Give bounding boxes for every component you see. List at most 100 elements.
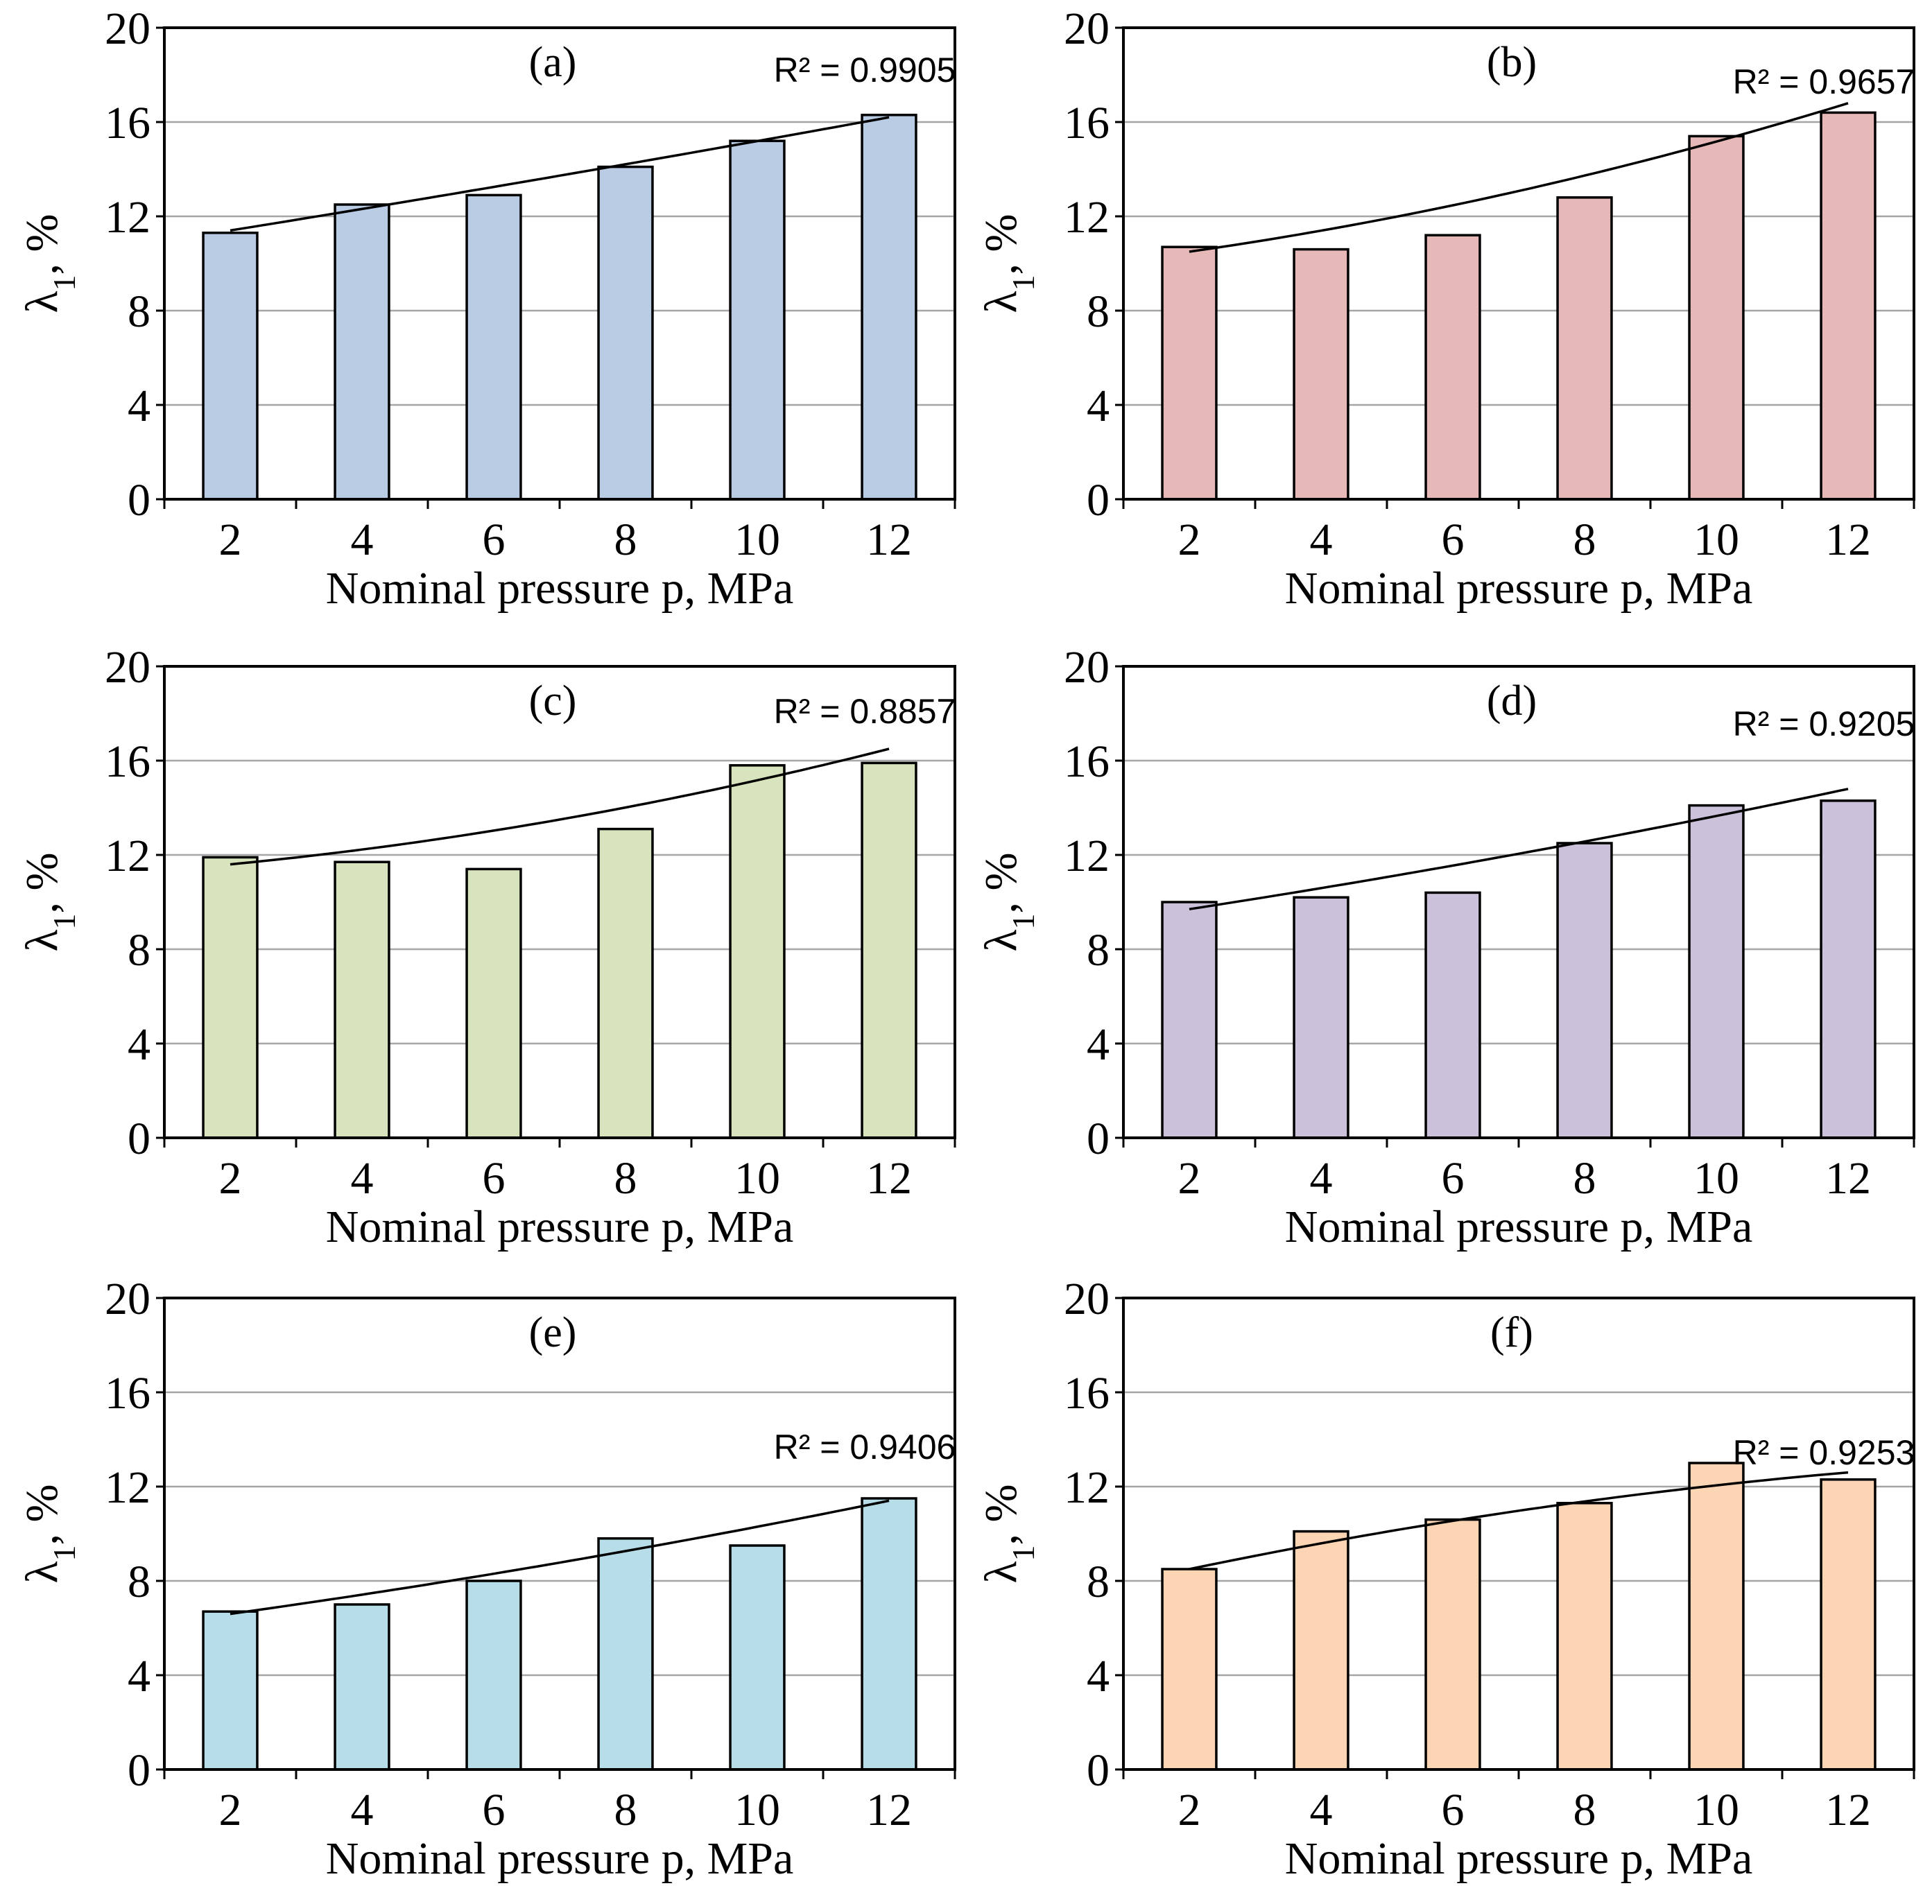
bar-6mpa xyxy=(465,867,522,1139)
bar-12mpa xyxy=(1820,1478,1877,1771)
bar-4mpa xyxy=(1293,248,1349,501)
r-squared-label: R² = 0.9905 xyxy=(774,51,956,89)
y-tick-label: 8 xyxy=(128,1557,150,1607)
x-tick-label: 8 xyxy=(1573,1153,1596,1204)
y-tick-label: 0 xyxy=(128,1114,150,1164)
x-tick-label: 6 xyxy=(1442,1153,1465,1204)
bar-4mpa xyxy=(334,203,390,501)
bar-4mpa xyxy=(334,1603,390,1771)
plot-frame xyxy=(163,26,956,501)
x-axis-title: Nominal pressure p, MPa xyxy=(326,563,794,614)
y-tick-label: 0 xyxy=(128,475,150,526)
x-tick-label: 2 xyxy=(1178,514,1201,565)
r-squared-label: R² = 0.9205 xyxy=(1733,704,1915,743)
bar-2mpa xyxy=(202,232,259,501)
x-tick-label: 10 xyxy=(1693,1153,1739,1204)
bar-2mpa xyxy=(202,856,259,1139)
trend-line xyxy=(1189,1471,1849,1570)
y-tick-label: 0 xyxy=(1087,1745,1110,1796)
bar-12mpa xyxy=(861,761,917,1139)
x-tick-label: 10 xyxy=(1693,514,1739,565)
y-tick-label: 8 xyxy=(1087,1557,1110,1607)
y-tick-label: 12 xyxy=(105,192,150,243)
bar-4mpa xyxy=(334,860,390,1139)
bar-6mpa xyxy=(465,1580,522,1771)
y-tick-label: 20 xyxy=(105,3,150,54)
y-tick-label: 20 xyxy=(105,1274,150,1324)
x-tick-label: 2 xyxy=(1178,1153,1201,1204)
x-axis-title: Nominal pressure p, MPa xyxy=(326,1202,794,1252)
x-tick-label: 6 xyxy=(483,1153,506,1204)
y-tick-label: 12 xyxy=(105,1462,150,1513)
bar-2mpa xyxy=(1161,901,1218,1139)
y-axis-title: λ1, % xyxy=(976,853,1041,952)
x-tick-label: 10 xyxy=(1693,1785,1739,1835)
x-tick-label: 2 xyxy=(219,1153,242,1204)
bar-6mpa xyxy=(1424,234,1481,501)
y-tick-label: 12 xyxy=(1064,192,1110,243)
x-tick-label: 2 xyxy=(1178,1785,1201,1835)
x-tick-label: 8 xyxy=(614,514,637,565)
panel-label: (c) xyxy=(529,677,577,725)
bar-8mpa xyxy=(597,165,654,501)
x-tick-label: 8 xyxy=(614,1785,637,1835)
y-tick-label: 16 xyxy=(1064,736,1110,787)
y-tick-label: 12 xyxy=(105,831,150,881)
x-tick-label: 8 xyxy=(1573,1785,1596,1835)
trend-line xyxy=(1189,102,1849,253)
x-tick-label: 2 xyxy=(219,514,242,565)
y-tick-label: 4 xyxy=(128,1019,150,1070)
bar-10mpa xyxy=(1688,804,1745,1139)
x-axis-title: Nominal pressure p, MPa xyxy=(326,1833,794,1884)
y-tick-label: 12 xyxy=(1064,831,1110,881)
x-axis-title: Nominal pressure p, MPa xyxy=(1285,563,1753,614)
x-tick-label: 12 xyxy=(866,1785,912,1835)
x-tick-label: 8 xyxy=(614,1153,637,1204)
bar-8mpa xyxy=(1556,842,1613,1139)
bar-8mpa xyxy=(1556,196,1613,501)
x-tick-label: 6 xyxy=(1442,1785,1465,1835)
panel-label: (b) xyxy=(1487,39,1537,86)
x-tick-label: 4 xyxy=(351,1153,374,1204)
y-tick-label: 12 xyxy=(1064,1462,1110,1513)
bar-4mpa xyxy=(1293,896,1349,1139)
plot-frame xyxy=(1122,1297,1915,1771)
x-tick-label: 6 xyxy=(483,1785,506,1835)
y-tick-label: 0 xyxy=(128,1745,150,1796)
y-axis-title: λ1, % xyxy=(17,214,82,313)
x-tick-label: 12 xyxy=(1825,1785,1871,1835)
bar-2mpa xyxy=(1161,1568,1218,1771)
plot-frame xyxy=(163,1297,956,1771)
x-tick-label: 6 xyxy=(483,514,506,565)
bar-12mpa xyxy=(1820,111,1877,501)
y-tick-label: 16 xyxy=(105,736,150,787)
x-tick-label: 10 xyxy=(734,1785,780,1835)
y-axis-title: λ1, % xyxy=(17,853,82,952)
x-axis-title: Nominal pressure p, MPa xyxy=(1285,1202,1753,1252)
bar-8mpa xyxy=(597,827,654,1139)
y-tick-label: 8 xyxy=(1087,925,1110,976)
bar-10mpa xyxy=(729,139,786,501)
y-axis-title: λ1, % xyxy=(976,214,1041,313)
y-tick-label: 20 xyxy=(1064,3,1110,54)
x-tick-label: 2 xyxy=(219,1785,242,1835)
x-tick-label: 8 xyxy=(1573,514,1596,565)
x-tick-label: 6 xyxy=(1442,514,1465,565)
y-tick-label: 16 xyxy=(105,98,150,148)
y-tick-label: 4 xyxy=(1087,381,1110,431)
r-squared-label: R² = 0.8857 xyxy=(774,692,956,731)
x-tick-label: 4 xyxy=(1310,1785,1333,1835)
bar-2mpa xyxy=(202,1610,259,1771)
y-tick-label: 4 xyxy=(128,1651,150,1702)
x-tick-label: 12 xyxy=(1825,1153,1871,1204)
bar-12mpa xyxy=(861,114,917,501)
x-tick-label: 12 xyxy=(1825,514,1871,565)
bar-10mpa xyxy=(729,764,786,1139)
r-squared-label: R² = 0.9406 xyxy=(774,1428,956,1466)
y-tick-label: 8 xyxy=(128,286,150,337)
x-tick-label: 10 xyxy=(734,514,780,565)
